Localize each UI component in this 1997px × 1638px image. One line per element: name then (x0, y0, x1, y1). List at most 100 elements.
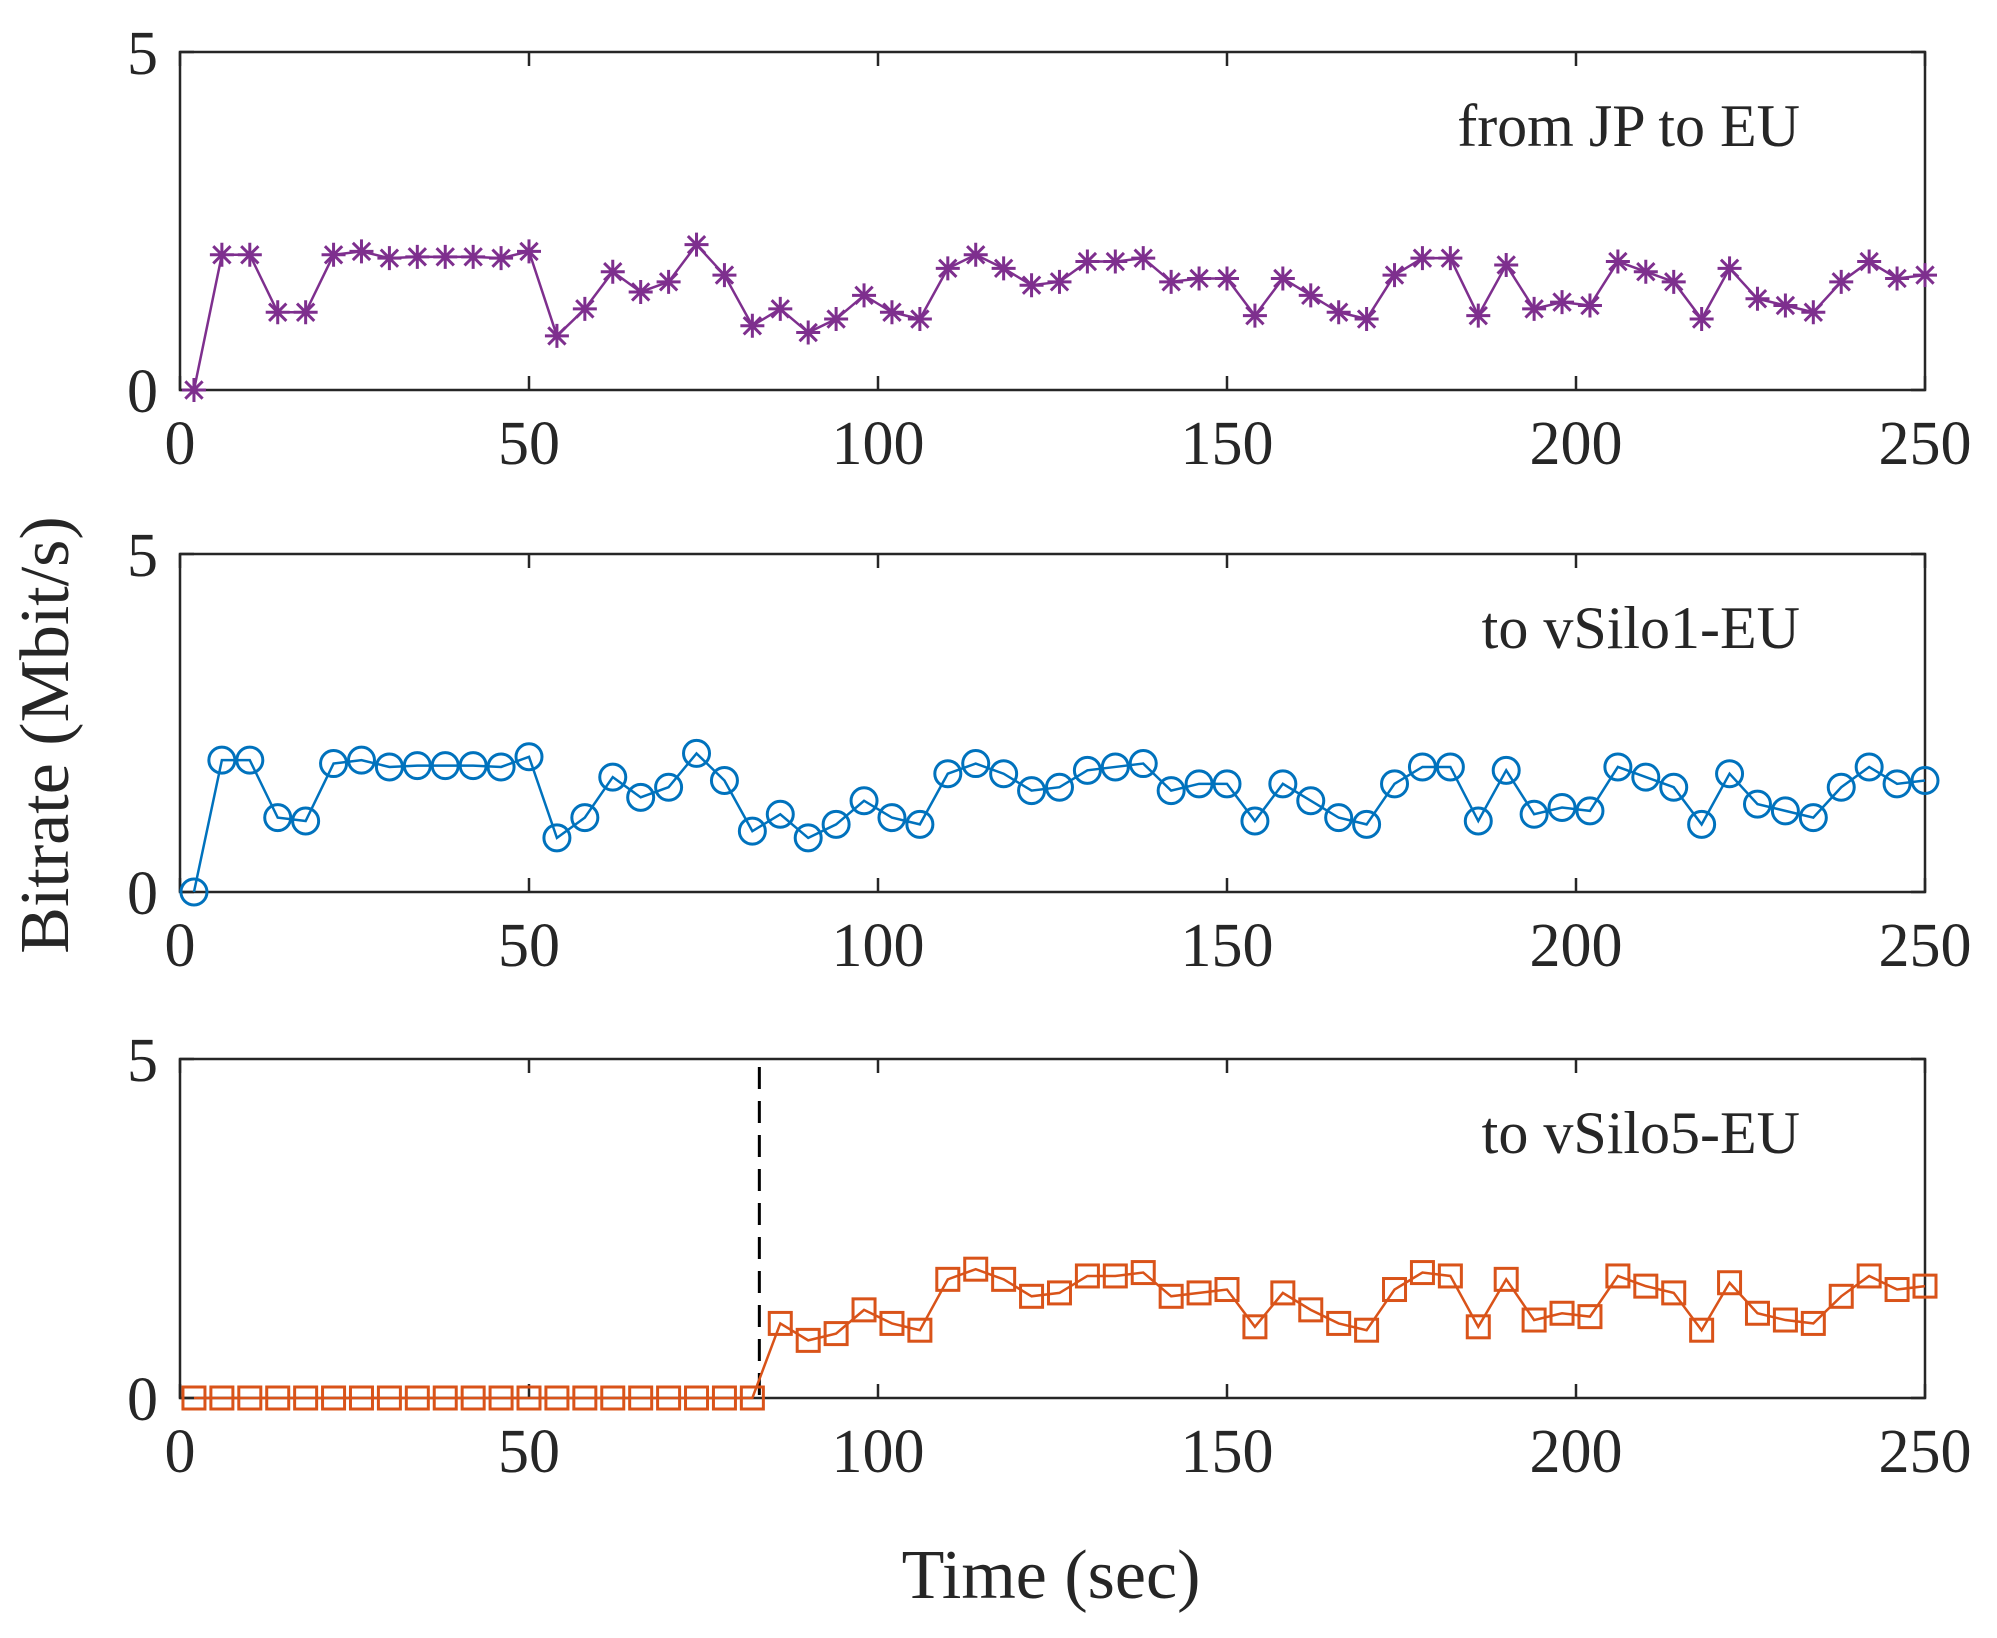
data-point (1798, 803, 1828, 833)
data-point (1242, 303, 1267, 328)
data-point (376, 1385, 402, 1411)
x-tick-label: 200 (1530, 1418, 1623, 1486)
data-point (879, 1310, 905, 1336)
data-point (1214, 1277, 1240, 1303)
data-point (1156, 776, 1186, 806)
x-tick-label: 250 (1879, 1418, 1972, 1486)
data-point (1296, 786, 1326, 816)
data-point (1857, 249, 1882, 274)
plot-area (178, 50, 1927, 392)
x-axis-label: Time (sec) (902, 1537, 1201, 1614)
chart-panel-3: 0 50 100 150 200 250 0 5 to vSilo5-EU (127, 1027, 1972, 1486)
data-point (1912, 1273, 1938, 1299)
y-axis-label: Bitrate (Mbit/s) (7, 516, 84, 953)
data-point (460, 1385, 486, 1411)
x-tick-label: 100 (832, 912, 925, 980)
data-point (321, 242, 346, 267)
data-point (209, 1385, 235, 1411)
data-point (293, 1385, 319, 1411)
data-point (235, 745, 265, 775)
data-point (1131, 246, 1156, 271)
data-point (1519, 799, 1549, 829)
data-point (877, 803, 907, 833)
data-point (989, 759, 1019, 789)
data-point (1158, 1283, 1184, 1309)
data-point (1159, 269, 1184, 294)
data-point (1550, 290, 1575, 315)
data-point (1493, 1266, 1519, 1292)
data-point (432, 1385, 458, 1411)
data-point (1856, 1263, 1882, 1289)
data-point (430, 751, 460, 781)
data-point (1019, 273, 1044, 298)
data-point (1715, 759, 1745, 789)
data-point (991, 256, 1016, 281)
data-point (1324, 803, 1354, 833)
data-point (265, 300, 290, 325)
data-point (1382, 1277, 1408, 1303)
data-point (488, 1385, 514, 1411)
data-point (1270, 266, 1295, 291)
data-point (656, 269, 681, 294)
data-point (1072, 755, 1102, 785)
data-point (1577, 293, 1602, 318)
data-point (349, 239, 374, 264)
y-tick-label: 5 (127, 20, 158, 88)
data-point (1352, 809, 1382, 839)
data-point (517, 239, 541, 264)
data-point (321, 1385, 347, 1411)
data-point (737, 816, 767, 846)
x-tick-label: 0 (165, 1418, 196, 1486)
data-point (1435, 752, 1465, 782)
data-point (796, 320, 821, 345)
data-point (1298, 283, 1323, 308)
data-point (1463, 806, 1493, 836)
data-point (1772, 1307, 1798, 1333)
x-tick-label: 50 (498, 1418, 560, 1486)
data-point (1465, 1314, 1491, 1340)
chart-panel-2: 0 50 100 150 200 250 0 5 to vSilo1-EU (127, 522, 1972, 980)
data-point (1047, 269, 1072, 294)
data-point (991, 1266, 1017, 1292)
data-point (1354, 307, 1379, 332)
data-point (795, 1327, 821, 1353)
data-point (1744, 1300, 1770, 1326)
x-tick-label: 250 (1879, 912, 1972, 980)
data-point (1885, 266, 1910, 291)
data-point (1801, 300, 1826, 325)
data-point (1242, 1314, 1268, 1340)
data-point (684, 232, 709, 257)
data-point (1659, 772, 1689, 802)
x-tick-label: 200 (1530, 410, 1623, 478)
data-point (739, 1385, 765, 1411)
x-tick-label: 250 (1879, 410, 1972, 478)
data-point (907, 307, 932, 332)
data-point (1689, 307, 1714, 332)
data-point (237, 242, 262, 267)
data-point (433, 244, 458, 269)
data-point (709, 765, 739, 795)
data-point (656, 1385, 682, 1411)
data-point (1828, 1283, 1854, 1309)
data-point (1575, 796, 1605, 826)
data-point (963, 242, 988, 267)
panel-title: to vSilo5-EU (1482, 1100, 1800, 1166)
data-point (377, 246, 402, 271)
data-point (1354, 1317, 1380, 1343)
data-point (458, 751, 488, 781)
data-point (1019, 1283, 1045, 1309)
data-point (319, 749, 349, 779)
x-tick-label: 100 (832, 1418, 925, 1486)
data-point (961, 749, 991, 779)
x-tick-label: 150 (1181, 410, 1274, 478)
data-point (1633, 259, 1658, 284)
series-line (192, 751, 1926, 893)
data-point (768, 296, 793, 321)
data-point (907, 1317, 933, 1343)
data-point (654, 772, 684, 802)
data-point (1717, 1270, 1743, 1296)
panel-title: to vSilo1-EU (1482, 595, 1800, 661)
data-point (486, 752, 516, 782)
